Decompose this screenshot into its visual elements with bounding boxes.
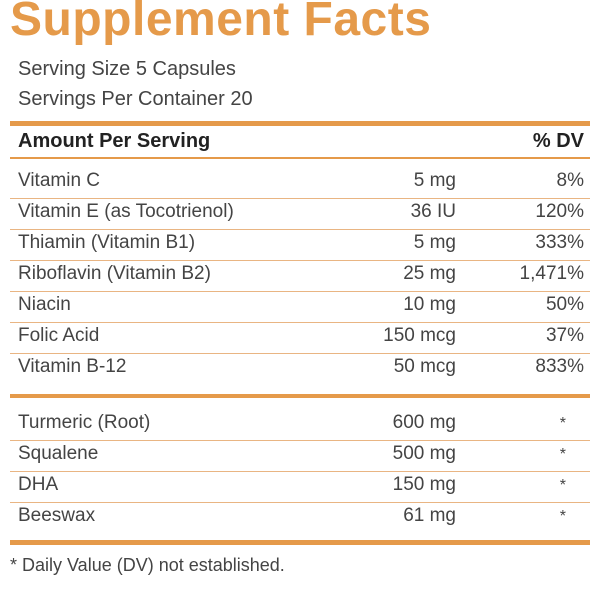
header-divider [10,157,590,159]
top-divider [10,121,590,126]
nutrient-dv: 37% [545,325,584,346]
row-divider [10,502,590,503]
table-row: Squalene 500 mg * [10,441,590,472]
ingredient-name: Squalene [18,443,99,464]
nutrient-amount: 25 mg [403,263,456,284]
ingredient-dv: * [559,415,566,432]
nutrient-dv: 333% [535,232,584,253]
nutrient-name: Niacin [18,294,71,315]
table-row: Vitamin C 5 mg 8% [10,168,590,199]
row-divider [10,198,590,199]
row-divider [10,260,590,261]
table-row: Thiamin (Vitamin B1) 5 mg 333% [10,230,590,261]
nutrient-amount: 50 mcg [393,356,456,377]
nutrient-dv: 120% [535,201,584,222]
ingredient-dv: * [559,508,566,525]
section-divider [10,394,590,398]
ingredient-amount: 150 mg [392,474,456,495]
nutrient-amount: 10 mg [403,294,456,315]
table-row: Niacin 10 mg 50% [10,292,590,323]
table-row: Beeswax 61 mg * [10,503,590,534]
nutrient-dv: 8% [556,170,584,191]
nutrient-name: Folic Acid [18,325,100,346]
table-row: Vitamin E (as Tocotrienol) 36 IU 120% [10,199,590,230]
vitamins-table: Vitamin C 5 mg 8% Vitamin E (as Tocotrie… [10,168,590,385]
row-divider [10,353,590,354]
nutrient-amount: 5 mg [413,232,456,253]
nutrient-name: Thiamin (Vitamin B1) [18,232,196,253]
ingredient-name: Turmeric (Root) [18,412,151,433]
ingredient-name: DHA [18,474,59,495]
table-row: Folic Acid 150 mcg 37% [10,323,590,354]
ingredient-amount: 500 mg [392,443,456,464]
ingredient-dv: * [559,446,566,463]
ingredient-name: Beeswax [18,505,96,526]
ingredient-dv: * [559,477,566,494]
nutrient-dv: 833% [535,356,584,377]
row-divider [10,440,590,441]
dv-label: % DV [532,130,584,152]
nutrient-name: Vitamin E (as Tocotrienol) [18,201,234,222]
table-row: Riboflavin (Vitamin B2) 25 mg 1,471% [10,261,590,292]
nutrient-name: Vitamin B-12 [18,356,127,377]
footnote: * Daily Value (DV) not established. [10,555,285,575]
nutrient-amount: 5 mg [413,170,456,191]
row-divider [10,471,590,472]
page-title: Supplement Facts [10,0,432,46]
ingredient-amount: 600 mg [392,412,456,433]
row-divider [10,322,590,323]
nutrient-amount: 36 IU [410,201,456,222]
table-row: Vitamin B-12 50 mcg 833% [10,354,590,385]
serving-size: Serving Size 5 Capsules [18,58,236,80]
row-divider [10,291,590,292]
nutrient-name: Vitamin C [18,170,101,191]
nutrient-dv: 1,471% [519,263,584,284]
nutrient-dv: 50% [545,294,584,315]
table-row: DHA 150 mg * [10,472,590,503]
row-divider [10,229,590,230]
nutrient-amount: 150 mcg [383,325,456,346]
bottom-divider [10,540,590,545]
nutrient-name: Riboflavin (Vitamin B2) [18,263,211,284]
servings-per-container: Servings Per Container 20 [18,88,253,110]
table-header: Amount Per Serving % DV [18,130,584,156]
other-ingredients-table: Turmeric (Root) 600 mg * Squalene 500 mg… [10,410,590,534]
amount-per-serving-label: Amount Per Serving [18,130,211,152]
table-row: Turmeric (Root) 600 mg * [10,410,590,441]
ingredient-amount: 61 mg [403,505,456,526]
